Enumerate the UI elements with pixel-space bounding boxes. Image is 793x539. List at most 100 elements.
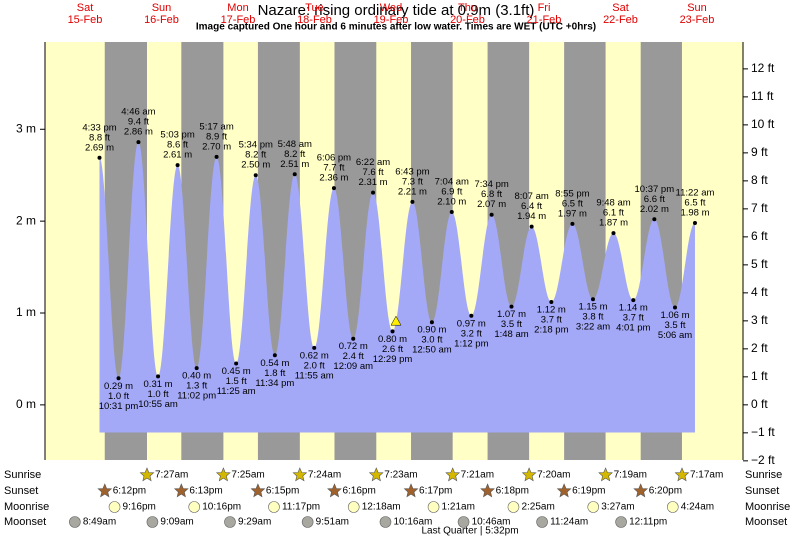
sunset-icon <box>403 483 419 498</box>
tide-label: 6:06 pm <box>317 153 351 164</box>
tide-label: 10:37 pm <box>635 184 675 195</box>
tide-label: 8.2 ft <box>245 150 266 161</box>
tide-label: 3.8 ft <box>582 312 603 323</box>
moonrise-icon <box>587 501 600 513</box>
date-label: 21-Feb <box>527 14 562 26</box>
tide-point <box>489 212 494 217</box>
tide-label: 6.4 ft <box>521 201 542 212</box>
tide-label: 8.8 ft <box>89 132 110 143</box>
tide-point <box>331 186 336 191</box>
moonset-icon <box>301 516 314 528</box>
tide-label: 0.80 m <box>378 334 407 345</box>
moonset-icon <box>379 516 392 528</box>
moonset-time: 9:29am <box>238 517 271 528</box>
tide-label: 1.14 m <box>619 303 648 314</box>
sunset-time: 6:13pm <box>189 486 222 497</box>
chart-subtitle: Image captured One hour and 6 minutes af… <box>196 22 596 33</box>
tide-label: 3.5 ft <box>664 320 685 331</box>
tide-point <box>652 217 657 222</box>
date-label: 22-Feb <box>603 14 638 26</box>
day-label: Wed <box>380 2 402 14</box>
tide-label: 5:03 pm <box>160 130 194 141</box>
tide-label: 0.97 m <box>457 318 486 329</box>
y2-tick-label: 12 ft <box>751 61 775 75</box>
tide-label: 2.6 ft <box>382 344 403 355</box>
tide-label: 8:07 am <box>514 191 548 202</box>
row-label: Moonrise <box>745 501 790 513</box>
tide-label: 6.1 ft <box>603 208 624 219</box>
sunset-icon <box>173 483 189 498</box>
tide-label: 11:02 pm <box>177 391 216 402</box>
tide-label: 7:04 am <box>435 176 469 187</box>
tide-label: 0.72 m <box>339 341 368 352</box>
day-label: Mon <box>227 2 248 14</box>
y2-tick-label: 3 ft <box>751 313 768 327</box>
y-tick-label: 2 m <box>16 213 36 227</box>
y2-tick-label: 7 ft <box>751 201 768 215</box>
tide-point <box>429 320 434 325</box>
sunrise-icon <box>521 467 537 482</box>
sunrise-icon <box>368 467 384 482</box>
tide-label: 2.69 m <box>85 142 114 153</box>
tide-label: 8.9 ft <box>206 131 227 142</box>
date-label: 23-Feb <box>680 14 715 26</box>
tide-label: 2.4 ft <box>343 351 364 362</box>
tide-point <box>97 155 102 160</box>
tide-point <box>529 224 534 229</box>
tide-label: 3.7 ft <box>541 315 562 326</box>
moonrise-time: 4:24am <box>681 502 714 513</box>
tide-label: 7.3 ft <box>402 176 423 187</box>
moonrise-icon <box>188 501 201 513</box>
sunset-time: 6:20pm <box>649 486 682 497</box>
date-label: 17-Feb <box>221 14 256 26</box>
tide-point <box>390 329 395 334</box>
row-label: Moonset <box>4 516 46 528</box>
sunrise-time: 7:27am <box>155 470 188 481</box>
y2-tick-label: 6 ft <box>751 229 768 243</box>
tide-label: 0.54 m <box>260 358 289 369</box>
y2-tick-label: 4 ft <box>751 285 768 299</box>
chart-title: Nazare: rising ordinary tide at 0.9m (3.… <box>258 2 535 19</box>
tide-point <box>253 173 258 178</box>
sunset-icon <box>633 483 649 498</box>
moon-phase: Last Quarter | 5:32pm <box>421 526 518 537</box>
tide-label: 7:34 pm <box>474 179 508 190</box>
row-label: Moonrise <box>4 501 49 513</box>
tide-label: 4:33 pm <box>82 122 116 133</box>
tide-label: 2.50 m <box>241 160 270 171</box>
tide-label: 2.07 m <box>477 199 506 210</box>
tide-point <box>410 199 415 204</box>
day-label: Sat <box>612 2 629 14</box>
tide-label: 1.87 m <box>599 218 628 229</box>
day-label: Sun <box>687 2 707 14</box>
tide-label: 0.40 m <box>182 371 211 382</box>
tide-label: 12:50 am <box>412 345 452 356</box>
tide-point <box>234 361 239 366</box>
y2-tick-label: 1 ft <box>751 369 768 383</box>
row-label: Sunset <box>745 485 779 497</box>
tide-label: 5:06 am <box>658 330 692 341</box>
tide-label: 3.5 ft <box>501 319 522 330</box>
tide-point <box>194 366 199 371</box>
row-label: Sunrise <box>4 469 41 481</box>
moonset-time: 12:11pm <box>629 517 667 528</box>
tide-point <box>272 353 277 358</box>
tide-label: 1.8 ft <box>264 368 285 379</box>
y2-tick-label: −1 ft <box>751 425 775 439</box>
tide-label: 1.0 ft <box>108 391 129 402</box>
moonset-time: 9:09am <box>160 517 193 528</box>
tide-point <box>590 297 595 302</box>
tide-point <box>570 221 575 226</box>
moonrise-time: 3:27am <box>601 502 634 513</box>
y2-tick-label: −2 ft <box>751 453 775 467</box>
tide-label: 10:31 pm <box>99 401 139 412</box>
now-marker <box>390 315 402 326</box>
y-tick-label: 1 m <box>16 305 36 319</box>
tide-label: 6.8 ft <box>481 189 502 200</box>
moonset-time: 8:49am <box>83 517 116 528</box>
sunset-time: 6:18pm <box>496 486 529 497</box>
tide-label: 1.5 ft <box>226 376 247 387</box>
tide-point <box>156 374 161 379</box>
y2-tick-label: 10 ft <box>751 117 775 131</box>
tide-label: 2.31 m <box>359 177 388 188</box>
